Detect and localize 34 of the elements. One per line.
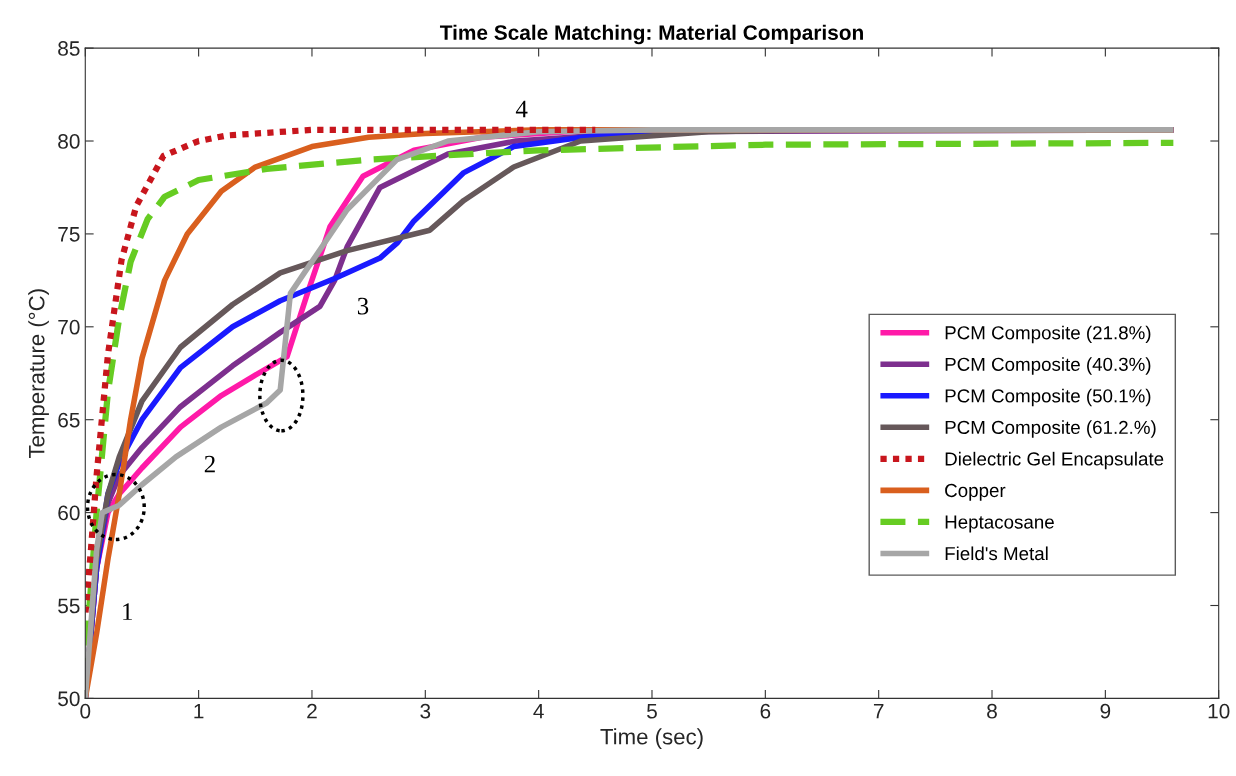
legend-label: PCM Composite (40.3%) — [945, 357, 1151, 375]
legend-label: PCM Composite (21.8%) — [945, 325, 1151, 344]
y-tick-label: 50 — [58, 691, 80, 707]
x-tick-label: 2 — [307, 703, 317, 719]
x-tick-label: 9 — [1100, 703, 1111, 719]
legend-label: PCM Composite (61.2.%) — [945, 420, 1156, 438]
legend-label: Dielectric Gel Encapsulate — [945, 451, 1164, 470]
x-tick-label: 6 — [760, 703, 771, 719]
y-tick-label: 80 — [58, 134, 80, 149]
legend-label: Heptacosane — [945, 515, 1054, 533]
annotation: 2 — [204, 455, 215, 473]
y-tick-label: 75 — [58, 227, 80, 242]
x-tick-label: 3 — [420, 703, 431, 719]
annotation: 4 — [515, 100, 528, 118]
y-tick-label: 65 — [58, 412, 80, 428]
y-tick-label: 55 — [58, 598, 80, 614]
x-tick-label: 10 — [1208, 703, 1230, 719]
y-tick-label: 60 — [58, 505, 80, 521]
x-tick-label: 8 — [987, 703, 997, 719]
x-tick-label: 5 — [647, 704, 657, 719]
x-axis-title: Time (sec) — [600, 728, 703, 749]
annotation: 1 — [123, 603, 132, 620]
x-tick-label: 4 — [533, 704, 544, 719]
x-tick-label: 0 — [80, 703, 91, 719]
legend-label: Field's Metal — [945, 546, 1048, 561]
chart-title: Time Scale Matching: Material Comparison — [439, 24, 863, 45]
annotation: 3 — [357, 297, 369, 315]
legend-label: Copper — [945, 483, 1006, 501]
x-tick-label: 7 — [873, 704, 884, 719]
y-tick-label: 70 — [58, 319, 80, 335]
x-tick-label: 1 — [194, 704, 204, 719]
legend-label: PCM Composite (50.1%) — [945, 388, 1151, 407]
y-tick-label: 85 — [58, 41, 80, 56]
y-axis-title: Temperature (°C) — [28, 289, 49, 459]
